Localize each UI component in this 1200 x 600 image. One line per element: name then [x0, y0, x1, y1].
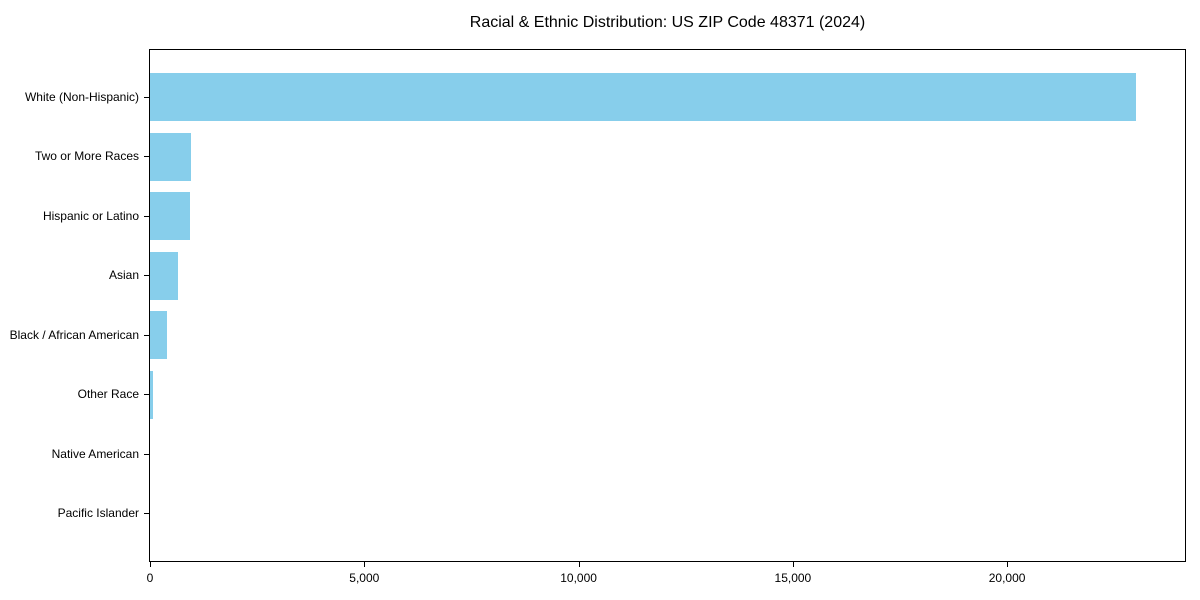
bar-asian: [150, 251, 178, 300]
bar-two-or-more-races: [150, 132, 192, 181]
y-tick-label: Hispanic or Latino: [42, 208, 139, 223]
y-tick-label: Black / African American: [9, 327, 139, 342]
bar-hispanic-or-latino: [150, 192, 191, 241]
y-tick-mark: [144, 513, 149, 515]
x-tick-mark: [364, 562, 366, 567]
bar-other-race: [150, 370, 153, 419]
y-tick-label: Native American: [51, 446, 139, 461]
x-tick-mark: [578, 562, 580, 567]
y-tick-mark: [144, 453, 149, 455]
y-tick-mark: [144, 215, 149, 217]
y-tick-label: Other Race: [77, 387, 139, 402]
y-tick-label: Asian: [108, 268, 139, 283]
y-tick-label: Pacific Islander: [57, 506, 139, 521]
x-tick-label: 5,000: [349, 571, 380, 585]
y-tick-mark: [144, 275, 149, 277]
bar-black-african-american: [150, 311, 168, 360]
x-tick-label: 20,000: [988, 571, 1026, 585]
y-tick-mark: [144, 96, 149, 98]
y-tick-mark: [144, 156, 149, 158]
chart-title: Racial & Ethnic Distribution: US ZIP Cod…: [469, 14, 866, 31]
plot-area: [149, 49, 1186, 562]
y-tick-label: Two or More Races: [34, 149, 139, 164]
bar-white-non-hispanic: [150, 73, 1136, 121]
y-tick-mark: [144, 394, 149, 396]
x-tick-label: 10,000: [560, 571, 597, 585]
x-tick-label: 15,000: [774, 571, 812, 585]
y-tick-mark: [144, 334, 149, 336]
x-tick-mark: [150, 562, 151, 567]
x-tick-mark: [1007, 562, 1009, 567]
x-tick-label: 0: [146, 571, 154, 585]
x-tick-mark: [792, 562, 794, 567]
y-tick-label: White (Non-Hispanic): [24, 89, 139, 104]
